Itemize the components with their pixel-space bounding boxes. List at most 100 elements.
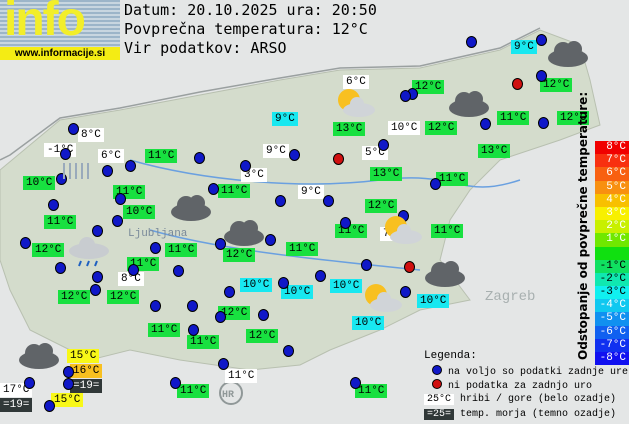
station-temperature[interactable]: 12°C [365,199,398,213]
station-dot-icon[interactable] [150,242,161,254]
station-dot-icon[interactable] [218,358,229,370]
station-temperature[interactable]: 9°C [298,185,324,199]
station-temperature[interactable]: =19= [0,398,33,412]
missing-data-dot-icon[interactable] [333,153,344,165]
station-dot-icon[interactable] [378,139,389,151]
station-temperature[interactable]: 10°C [388,121,421,135]
station-temperature[interactable]: 11°C [187,335,220,349]
station-temperature[interactable]: 8°C [78,128,104,142]
station-dot-icon[interactable] [466,36,477,48]
station-temperature[interactable]: 15°C [51,393,84,407]
station-temperature[interactable]: 10°C [330,279,363,293]
station-temperature[interactable]: 13°C [333,122,366,136]
station-temperature[interactable]: 15°C [67,349,100,363]
station-dot-icon[interactable] [63,366,74,378]
station-dot-icon[interactable] [208,183,219,195]
station-dot-icon[interactable] [315,270,326,282]
logo-url[interactable]: www.informacije.si [0,47,120,60]
station-dot-icon[interactable] [188,324,199,336]
station-dot-icon[interactable] [128,264,139,276]
station-dot-icon[interactable] [60,148,71,160]
station-dot-icon[interactable] [187,300,198,312]
station-temperature[interactable]: 12°C [412,80,445,94]
missing-data-dot-icon[interactable] [512,78,523,90]
station-dot-icon[interactable] [265,234,276,246]
station-dot-icon[interactable] [258,309,269,321]
station-temperature[interactable]: 12°C [107,290,140,304]
station-dot-icon[interactable] [48,199,59,211]
station-dot-icon[interactable] [240,160,251,172]
station-dot-icon[interactable] [323,195,334,207]
station-dot-icon[interactable] [102,165,113,177]
station-dot-icon[interactable] [224,286,235,298]
station-dot-icon[interactable] [278,277,289,289]
station-temperature[interactable]: 10°C [281,285,314,299]
station-dot-icon[interactable] [361,259,372,271]
station-dot-icon[interactable] [194,152,205,164]
station-dot-icon[interactable] [170,377,181,389]
station-temperature[interactable]: 10°C [123,205,156,219]
station-temperature[interactable]: 11°C [177,384,210,398]
station-dot-icon[interactable] [92,271,103,283]
station-temperature[interactable]: 9°C [511,40,537,54]
station-dot-icon[interactable] [400,286,411,298]
station-dot-icon[interactable] [150,300,161,312]
station-temperature[interactable]: 11°C [225,369,258,383]
station-dot-icon[interactable] [90,284,101,296]
station-temperature[interactable]: 6°C [343,75,369,89]
station-temperature[interactable]: 11°C [145,149,178,163]
station-dot-icon[interactable] [112,215,123,227]
station-temperature[interactable]: 11°C [436,172,469,186]
station-dot-icon[interactable] [275,195,286,207]
station-temperature[interactable]: 12°C [557,111,590,125]
station-dot-icon[interactable] [289,149,300,161]
station-temperature[interactable]: 10°C [417,294,450,308]
station-temperature[interactable]: 10°C [23,176,56,190]
station-temperature[interactable]: 6°C [98,149,124,163]
station-temperature[interactable]: 12°C [218,306,251,320]
station-dot-icon[interactable] [283,345,294,357]
station-dot-icon[interactable] [400,90,411,102]
station-temperature[interactable]: 11°C [286,242,319,256]
station-temperature[interactable]: 11°C [218,184,251,198]
station-dot-icon[interactable] [340,217,351,229]
station-dot-icon[interactable] [55,262,66,274]
station-temperature[interactable]: 13°C [370,167,403,181]
station-dot-icon[interactable] [536,34,547,46]
station-temperature[interactable]: 10°C [240,278,273,292]
station-dot-icon[interactable] [536,70,547,82]
station-dot-icon[interactable] [68,123,79,135]
station-dot-icon[interactable] [63,378,74,390]
station-temperature[interactable]: 12°C [540,78,573,92]
station-temperature[interactable]: 11°C [431,224,464,238]
station-dot-icon[interactable] [215,238,226,250]
station-dot-icon[interactable] [56,173,67,185]
station-dot-icon[interactable] [44,400,55,412]
station-temperature[interactable]: =19= [70,379,103,393]
logo[interactable]: info www.informacije.si [0,0,120,60]
station-dot-icon[interactable] [24,377,35,389]
station-dot-icon[interactable] [215,311,226,323]
station-temperature[interactable]: 11°C [497,111,530,125]
station-temperature[interactable]: 11°C [148,323,181,337]
station-dot-icon[interactable] [92,225,103,237]
station-temperature[interactable]: 12°C [223,248,256,262]
station-temperature[interactable]: 12°C [32,243,65,257]
station-temperature[interactable]: 11°C [355,384,388,398]
station-temperature[interactable]: 8°C [118,272,144,286]
station-temperature[interactable]: 12°C [425,121,458,135]
station-dot-icon[interactable] [430,178,441,190]
station-dot-icon[interactable] [173,265,184,277]
station-temperature[interactable]: 9°C [263,144,289,158]
station-temperature[interactable]: 12°C [58,290,91,304]
station-dot-icon[interactable] [538,117,549,129]
station-dot-icon[interactable] [125,160,136,172]
station-temperature[interactable]: 16°C [70,364,103,378]
station-dot-icon[interactable] [350,377,361,389]
station-temperature[interactable]: 11°C [165,243,198,257]
station-temperature[interactable]: 9°C [272,112,298,126]
station-temperature[interactable]: 10°C [352,316,385,330]
station-dot-icon[interactable] [115,193,126,205]
station-temperature[interactable]: 13°C [478,144,511,158]
station-dot-icon[interactable] [20,237,31,249]
